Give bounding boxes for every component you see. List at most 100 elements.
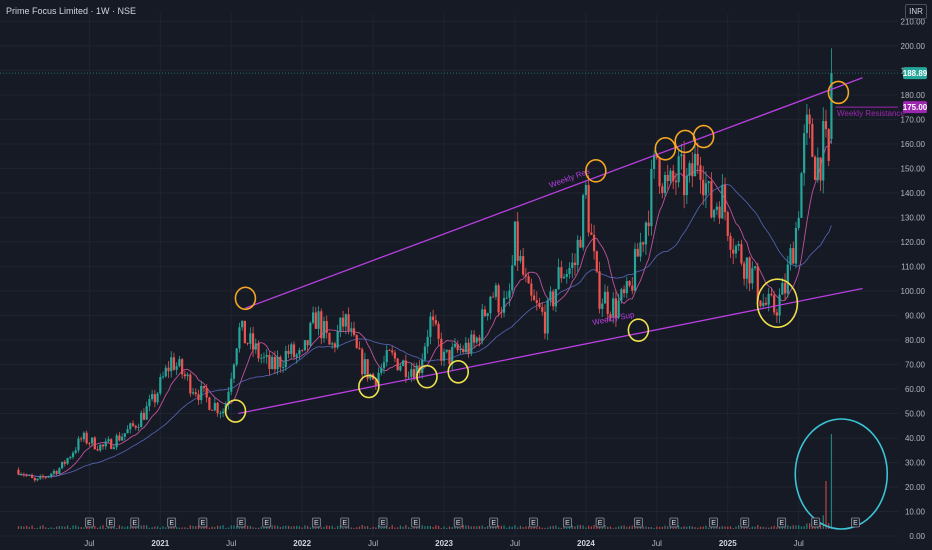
candle <box>691 152 694 188</box>
volume-bar <box>391 525 393 529</box>
candle <box>246 342 249 346</box>
earnings-marker[interactable]: E <box>130 517 140 528</box>
currency-button[interactable]: INR <box>905 4 927 19</box>
earnings-letter: E <box>565 520 570 527</box>
candle <box>123 433 126 441</box>
candle <box>311 306 315 325</box>
earnings-marker[interactable]: E <box>669 517 679 528</box>
candle <box>230 372 233 396</box>
candle-body <box>25 475 28 477</box>
earnings-marker[interactable]: E <box>453 517 463 528</box>
candle <box>58 467 61 475</box>
volume-bar <box>56 526 58 529</box>
earnings-marker[interactable]: E <box>378 517 388 528</box>
earnings-marker[interactable]: E <box>198 517 208 528</box>
volume-bar <box>593 525 595 529</box>
earnings-marker[interactable]: E <box>411 517 421 528</box>
volume-bar <box>822 515 824 529</box>
volume-bar <box>222 525 224 529</box>
candle-body <box>99 444 102 451</box>
volume-bar <box>528 526 530 529</box>
candle-body <box>587 184 590 233</box>
x-tick-label: Jul <box>226 539 236 548</box>
volume-bar <box>615 527 617 529</box>
candle-body <box>773 295 776 313</box>
volume-spike-circle <box>794 418 889 530</box>
earnings-marker[interactable]: E <box>311 517 321 528</box>
volume-bar <box>23 526 25 529</box>
volume-bar <box>825 481 827 529</box>
earnings-marker[interactable]: E <box>633 517 643 528</box>
earnings-marker[interactable]: E <box>563 517 572 528</box>
earnings-box <box>411 517 421 528</box>
volume-bar <box>339 525 341 529</box>
y-tick-label: 20.00 <box>905 483 926 492</box>
x-tick-label: Jul <box>368 539 378 548</box>
candle <box>445 349 448 354</box>
candle <box>363 352 367 377</box>
candle-body <box>374 379 377 386</box>
resistance-price-tag: 175.00 <box>903 101 928 114</box>
candle-body <box>71 452 75 458</box>
candle <box>775 308 778 323</box>
candle-body <box>118 435 121 441</box>
volume-bar <box>94 526 96 529</box>
earnings-marker[interactable]: E <box>709 517 718 528</box>
earnings-marker[interactable]: E <box>340 517 350 528</box>
candle-body <box>219 413 222 414</box>
candle <box>63 459 66 467</box>
candle <box>693 144 697 177</box>
earnings-marker[interactable]: E <box>84 517 94 528</box>
volume-bar <box>746 526 748 529</box>
volume-bar <box>454 525 456 529</box>
candle-body <box>552 291 555 307</box>
candle <box>721 173 724 220</box>
earnings-marker[interactable]: E <box>167 517 177 528</box>
volume-bar <box>800 526 803 529</box>
earnings-letter: E <box>636 520 641 527</box>
volume-bar <box>170 526 172 529</box>
candle <box>827 128 830 167</box>
volume-bar <box>34 527 36 529</box>
earnings-box <box>236 517 246 528</box>
earnings-marker[interactable]: E <box>236 517 246 528</box>
candle <box>320 308 323 345</box>
volume-bar <box>39 525 41 529</box>
candle-body <box>50 473 53 477</box>
earnings-marker[interactable]: E <box>262 517 272 528</box>
volume-bar <box>290 526 292 529</box>
candle <box>658 157 661 194</box>
candle <box>292 341 296 359</box>
candle-body <box>617 300 620 318</box>
volume-bar <box>533 526 535 529</box>
candle-body <box>797 217 800 228</box>
candle-body <box>385 350 388 363</box>
candle-body <box>519 256 522 261</box>
earnings-marker[interactable]: E <box>740 517 750 528</box>
earnings-marker[interactable]: E <box>777 517 787 528</box>
candle <box>549 286 552 307</box>
earnings-marker[interactable]: E <box>595 517 605 528</box>
candle-body <box>377 372 380 386</box>
volume-bar <box>407 527 410 529</box>
volume-bar <box>577 525 579 529</box>
candle <box>295 352 298 364</box>
volume-bar <box>555 525 557 529</box>
candle-body <box>691 163 694 177</box>
earnings-marker[interactable]: E <box>851 517 860 528</box>
candle <box>554 288 557 313</box>
earnings-marker[interactable]: E <box>106 517 116 528</box>
candle-body <box>486 313 489 317</box>
earnings-marker[interactable]: E <box>529 517 538 528</box>
earnings-marker[interactable]: E <box>489 517 499 528</box>
earnings-marker[interactable]: E <box>811 517 821 528</box>
volume-bar <box>467 525 470 529</box>
volume-bar <box>140 525 142 529</box>
candle <box>592 224 596 260</box>
volume-bar <box>189 525 191 529</box>
candle-body <box>710 181 713 218</box>
earnings-letter: E <box>711 520 716 527</box>
volume-bar <box>686 526 688 529</box>
candle-body <box>546 300 549 334</box>
